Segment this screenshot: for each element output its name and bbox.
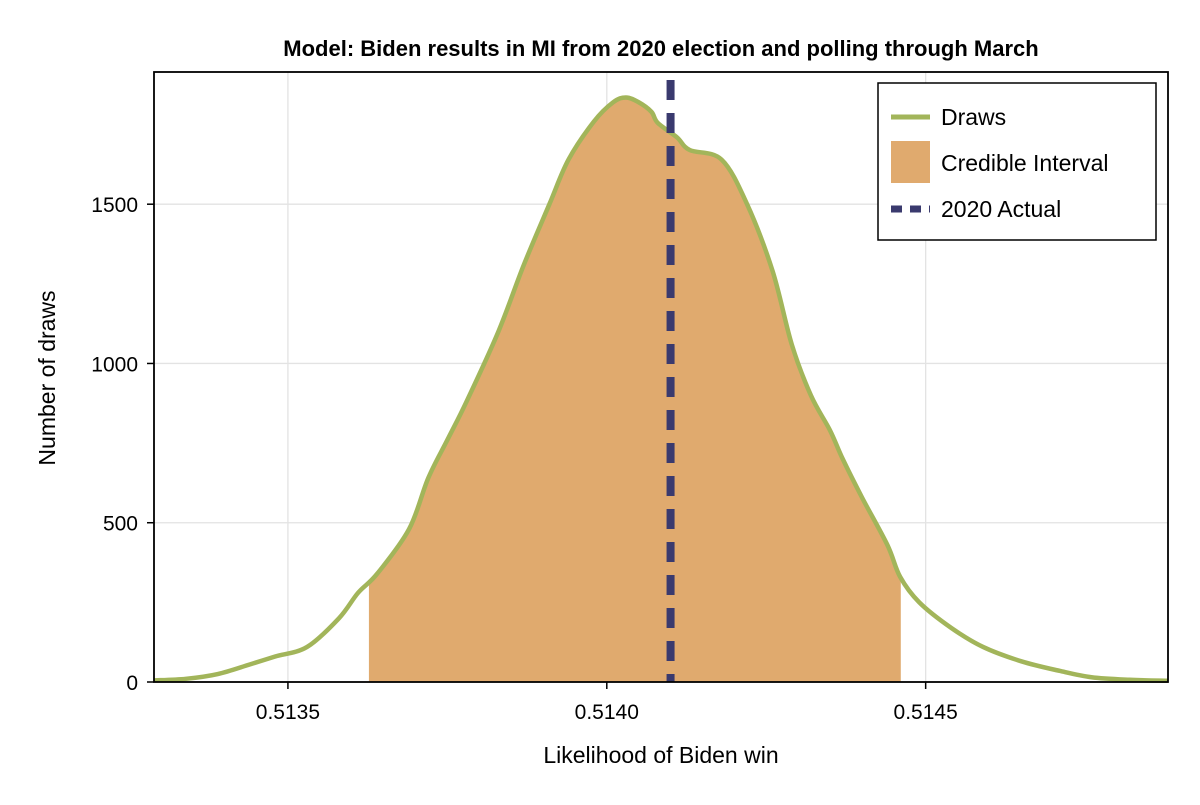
- legend-actual-label: 2020 Actual: [941, 196, 1061, 222]
- plot-frame: [153, 71, 1169, 683]
- credible-interval-area: [368, 97, 901, 682]
- y-tick-label: 1500: [91, 194, 138, 217]
- y-axis-label: Number of draws: [34, 290, 60, 465]
- chart-title: Model: Biden results in MI from 2020 ele…: [283, 36, 1038, 61]
- y-tick-label: 500: [103, 513, 138, 536]
- legend: Draws Credible Interval 2020 Actual: [877, 82, 1157, 241]
- y-tick-label: 1000: [91, 353, 138, 376]
- draws-density-line: [153, 95, 1169, 683]
- x-tick-label: 0.5145: [894, 701, 958, 724]
- legend-draws-label: Draws: [941, 104, 1006, 130]
- x-tick-label: 0.5135: [256, 701, 320, 724]
- legend-credible-interval-label: Credible Interval: [941, 150, 1108, 176]
- legend-credible-interval-swatch: [891, 141, 930, 183]
- plot-area: [153, 80, 1169, 683]
- axes: 0.5135 0.5140 0.5145 0 500 1000 1500: [91, 71, 1169, 724]
- x-tick-label: 0.5140: [575, 701, 639, 724]
- x-axis-label: Likelihood of Biden win: [543, 742, 778, 768]
- y-tick-label: 0: [126, 672, 138, 695]
